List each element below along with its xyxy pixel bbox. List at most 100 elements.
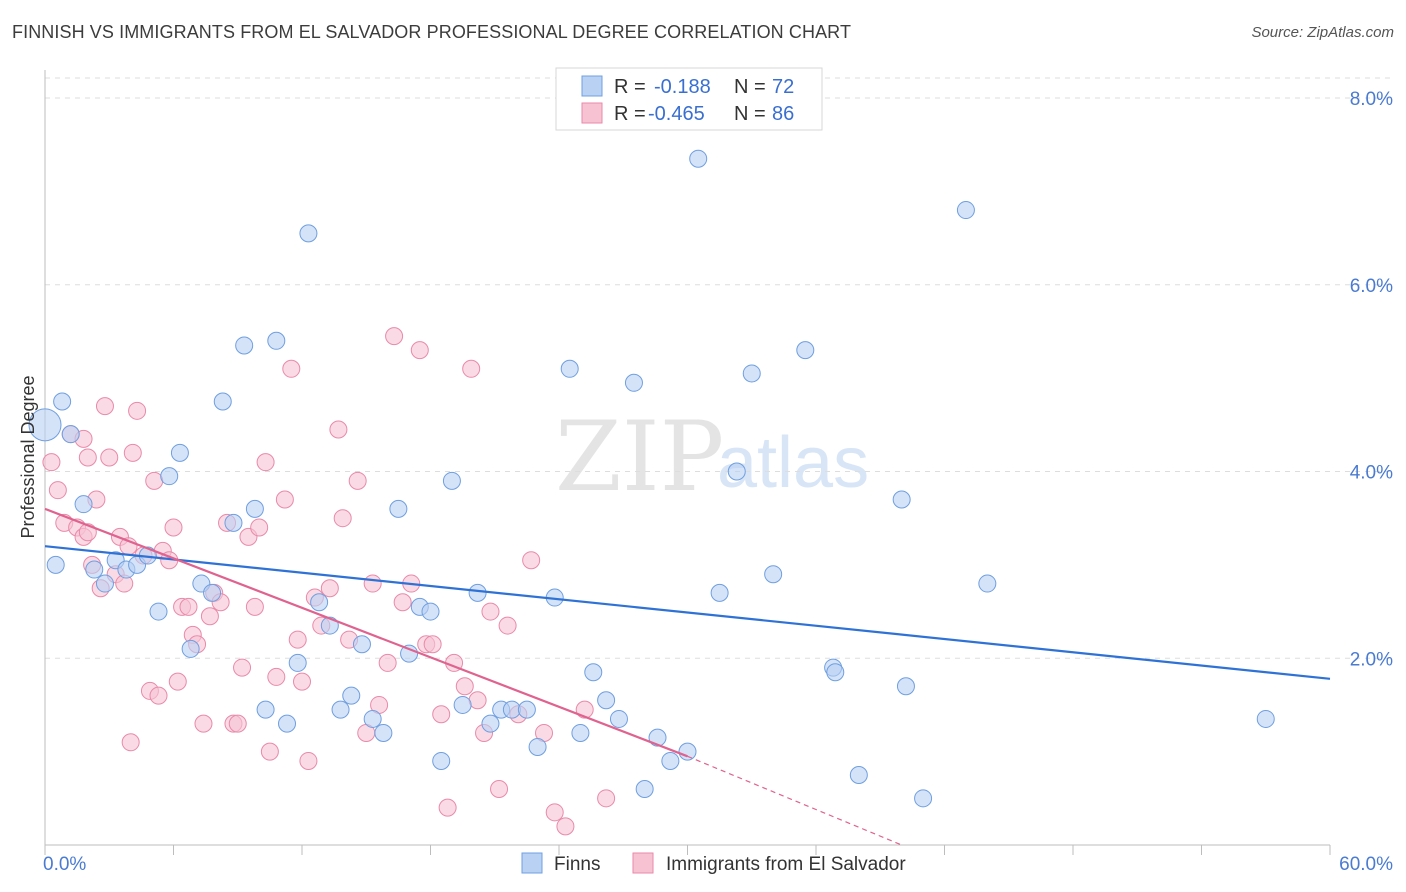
point-el-salvador-57	[363, 574, 382, 593]
point-finns-12	[170, 443, 189, 462]
point-finns-49	[597, 691, 616, 710]
point-finns-35	[421, 602, 440, 621]
point-el-salvador-39	[245, 597, 264, 616]
point-finns-44	[528, 737, 547, 756]
point-el-salvador-69	[455, 677, 474, 696]
y-tick-labels: 2.0% 4.0% 6.0% 8.0%	[1350, 89, 1393, 670]
point-finns-46	[560, 359, 579, 378]
point-el-salvador-42	[260, 742, 279, 761]
point-el-salvador-6	[78, 448, 97, 467]
point-finns-59	[742, 364, 761, 383]
legend-n-value-2: 86	[772, 103, 794, 125]
series-el-salvador-points	[42, 327, 616, 836]
point-finns-69	[978, 574, 997, 593]
point-el-salvador-17	[128, 401, 147, 420]
point-el-salvador-65	[423, 635, 442, 654]
point-finns-71	[46, 555, 65, 574]
point-el-salvador-60	[385, 327, 404, 346]
y-axis-label: Professional Degree	[18, 375, 38, 538]
point-el-salvador-52	[329, 420, 348, 439]
bottom-legend-el-salvador: Immigrants from El Salvador	[666, 854, 906, 875]
x-tick-label-1: 60.0%	[1339, 854, 1393, 875]
point-el-salvador-74	[490, 779, 509, 798]
point-finns-0	[28, 408, 62, 442]
watermark-atlas: atlas	[717, 423, 869, 503]
point-finns-48	[584, 663, 603, 682]
point-finns-30	[363, 709, 382, 728]
bottom-legend-swatch-el-salvador	[632, 852, 654, 874]
point-el-salvador-44	[275, 490, 294, 509]
point-finns-53	[648, 728, 667, 747]
point-el-salvador-47	[293, 672, 311, 691]
legend-r-value-2: -0.465	[648, 103, 705, 125]
point-finns-56	[689, 149, 708, 168]
point-finns-33	[400, 644, 419, 663]
point-finns-19	[245, 499, 264, 518]
point-finns-61	[796, 341, 815, 360]
point-el-salvador-70	[462, 359, 481, 378]
point-finns-52	[635, 779, 654, 798]
legend: R = -0.188 N = 72 R = -0.465 N = 86	[555, 67, 823, 131]
point-el-salvador-63	[410, 341, 429, 360]
point-finns-64	[849, 765, 868, 784]
point-el-salvador-67	[438, 798, 457, 817]
point-finns-38	[453, 695, 472, 714]
point-finns-13	[181, 639, 200, 658]
point-el-salvador-46	[288, 630, 307, 649]
point-finns-20	[256, 700, 275, 719]
legend-swatch-finns	[581, 75, 603, 97]
point-finns-25	[310, 593, 329, 612]
point-finns-17	[224, 513, 243, 532]
point-finns-2	[61, 425, 80, 444]
point-finns-32	[389, 499, 408, 518]
point-el-salvador-11	[100, 448, 119, 467]
point-el-salvador-77	[522, 551, 541, 570]
point-el-salvador-81	[575, 700, 594, 719]
point-finns-57	[710, 583, 729, 602]
legend-n-value-1: 72	[772, 76, 794, 98]
point-finns-15	[203, 583, 222, 602]
point-finns-11	[160, 467, 179, 486]
point-el-salvador-36	[228, 714, 247, 733]
point-el-salvador-24	[164, 518, 183, 537]
point-finns-21	[267, 331, 286, 350]
point-finns-18	[235, 336, 254, 355]
point-finns-4	[85, 560, 104, 579]
point-el-salvador-41	[256, 453, 275, 472]
point-finns-27	[331, 700, 350, 719]
point-finns-31	[374, 723, 393, 742]
point-finns-1	[53, 392, 72, 411]
bottom-legend-swatch-finns	[521, 852, 543, 874]
point-el-salvador-51	[320, 579, 339, 598]
point-el-salvador-61	[393, 593, 412, 612]
point-el-salvador-20	[145, 471, 164, 490]
point-finns-58	[727, 462, 746, 481]
point-el-salvador-55	[348, 471, 367, 490]
point-el-salvador-21	[149, 686, 168, 705]
point-finns-67	[914, 789, 933, 808]
point-finns-63	[826, 663, 845, 682]
point-el-salvador-71	[468, 691, 487, 710]
point-finns-50	[609, 709, 628, 728]
watermark-zip: ZIP	[555, 401, 724, 513]
point-el-salvador-73	[481, 602, 500, 621]
point-finns-28	[342, 686, 361, 705]
point-finns-37	[442, 471, 461, 490]
point-finns-39	[468, 583, 487, 602]
point-finns-40	[481, 714, 500, 733]
source-label: Source: ZipAtlas.com	[1251, 24, 1394, 41]
point-finns-43	[517, 700, 536, 719]
point-el-salvador-27	[179, 597, 198, 616]
legend-r-label-1: R =	[614, 76, 646, 98]
point-finns-66	[896, 677, 915, 696]
point-el-salvador-25	[168, 672, 187, 691]
point-el-salvador-37	[233, 658, 252, 677]
point-finns-23	[288, 653, 307, 672]
point-el-salvador-40	[250, 518, 269, 537]
point-el-salvador-31	[200, 607, 219, 626]
legend-r-label-2: R =	[614, 103, 646, 125]
x-tick-labels: 0.0% 60.0%	[43, 854, 1393, 875]
point-el-salvador-59	[378, 653, 397, 672]
point-finns-54	[661, 751, 680, 770]
point-el-salvador-66	[432, 705, 451, 724]
